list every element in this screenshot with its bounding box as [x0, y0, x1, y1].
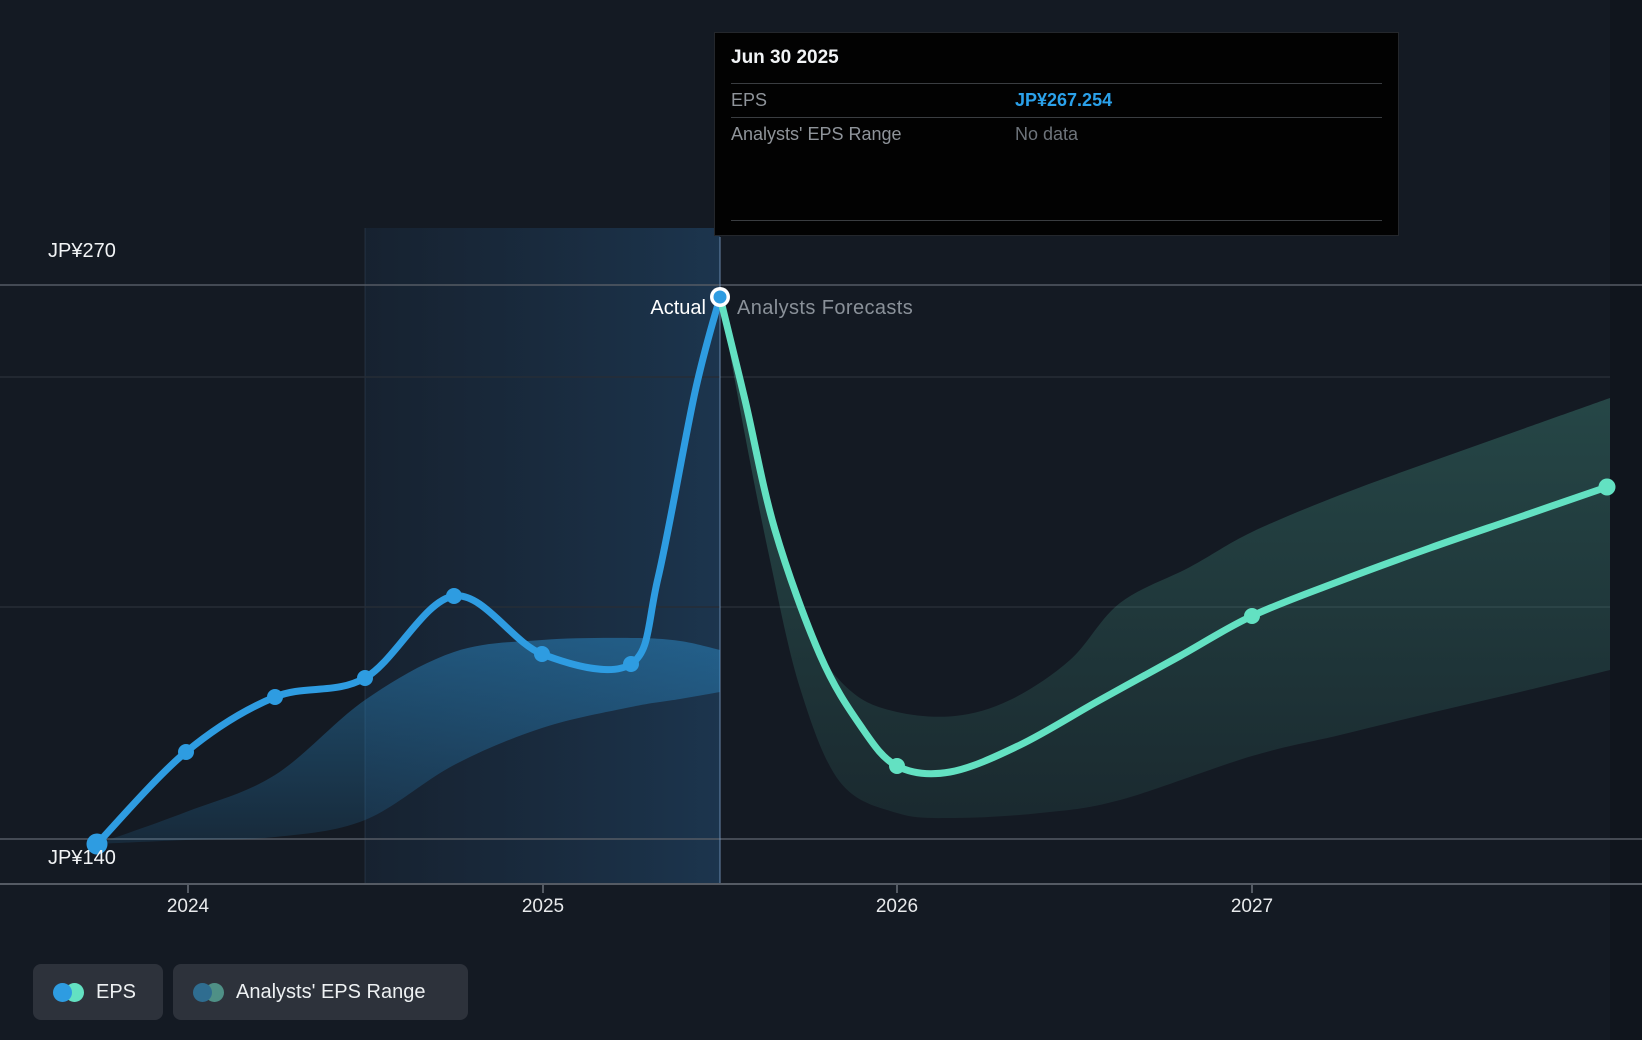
tooltip-range-value: No data — [1015, 124, 1079, 144]
eps-actual-point-dec-31-2024[interactable] — [534, 646, 550, 662]
actual-section-label: Actual — [650, 297, 706, 319]
eps-forecast-line — [716, 293, 1611, 778]
tooltip-eps-label: EPS — [731, 90, 768, 110]
eps-forecast-point-dec-31-2025[interactable] — [889, 758, 905, 774]
analysts-eps-range-band-forecast — [720, 297, 1610, 819]
legend-item-analysts-eps-range[interactable]: Analysts' EPS Range — [173, 964, 468, 1020]
legend-range-label: Analysts' EPS Range — [236, 980, 426, 1003]
selected-point-dot[interactable] — [713, 290, 727, 304]
plot-right-margin — [1610, 0, 1642, 1040]
eps-actual-point-dec-31-2023[interactable] — [178, 744, 194, 760]
x-tick-label-2025: 2025 — [522, 896, 564, 917]
tooltip-eps-value: JP¥267.254 — [1015, 90, 1113, 110]
tooltip-row-eps: EPS JP¥267.254 — [731, 84, 1382, 117]
range-blue-dot-icon — [193, 982, 212, 1002]
tooltip-separator — [731, 83, 1382, 84]
tooltip-spacer — [731, 151, 1382, 220]
legend-eps-label: EPS — [96, 980, 137, 1003]
eps-actual-point-sep-30-2024[interactable] — [446, 588, 462, 604]
y-axis-max-label: JP¥270 — [48, 240, 116, 262]
eps-actual-point-mar-31-2024[interactable] — [267, 689, 283, 705]
x-tick-label-2026: 2026 — [876, 896, 918, 917]
eps-forecast-point-dec-31-2026[interactable] — [1244, 608, 1260, 624]
tooltip-separator — [731, 220, 1382, 221]
eps-forecast-point-dec-31-2027[interactable] — [1598, 478, 1616, 496]
chart-tooltip: Jun 30 2025 EPS JP¥267.254 Analysts' EPS… — [714, 32, 1399, 236]
tooltip-date-title: Jun 30 2025 — [731, 47, 839, 68]
analysts-eps-range-band-actual — [97, 637, 720, 844]
eps-actual-point-jun-30-2024[interactable] — [357, 670, 373, 686]
forecast-section-label: Analysts Forecasts — [737, 297, 914, 319]
x-tick-label-2024: 2024 — [167, 896, 210, 917]
legend-item-eps[interactable]: EPS — [33, 964, 163, 1020]
eps-actual-point-sep-30-2023[interactable] — [86, 833, 108, 855]
x-tick-label-2027: 2027 — [1231, 896, 1273, 917]
tooltip-row-range: Analysts' EPS Range No data — [731, 118, 1382, 151]
eps-actual-point-mar-31-2025[interactable] — [623, 656, 639, 672]
tooltip-separator — [731, 117, 1382, 118]
tooltip-range-label: Analysts' EPS Range — [731, 124, 902, 144]
chart-legend: EPS Analysts' EPS Range — [33, 964, 468, 1020]
eps-blue-dot-icon — [53, 982, 72, 1002]
eps-actual-line — [93, 293, 724, 848]
y-axis-min-label: JP¥140 — [48, 847, 116, 869]
